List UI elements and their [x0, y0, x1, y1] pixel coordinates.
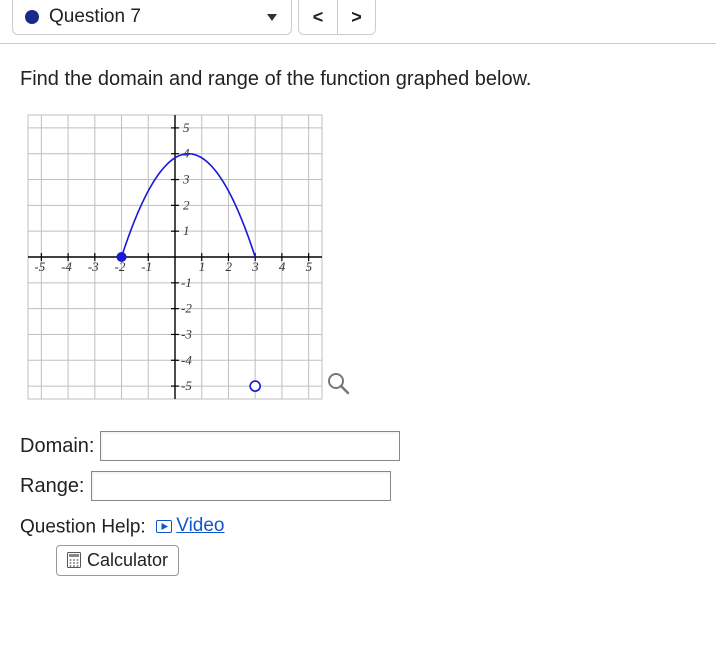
video-label: Video [176, 515, 224, 537]
video-link[interactable]: Video [156, 515, 224, 537]
range-input[interactable] [91, 471, 391, 501]
question-label: Question 7 [49, 6, 141, 28]
svg-text:3: 3 [182, 172, 190, 187]
svg-text:-3: -3 [181, 326, 192, 341]
svg-text:2: 2 [183, 197, 190, 212]
chevron-down-icon [267, 14, 277, 21]
svg-text:1: 1 [199, 259, 206, 274]
svg-text:-1: -1 [141, 259, 152, 274]
svg-text:5: 5 [183, 120, 190, 135]
question-prompt: Find the domain and range of the functio… [20, 68, 696, 91]
calculator-icon [67, 552, 81, 568]
svg-text:-5: -5 [34, 259, 45, 274]
function-graph: -5-4-3-2-112345-5-4-3-2-112345 [20, 107, 696, 413]
domain-input[interactable] [100, 431, 400, 461]
prev-question-button[interactable]: < [299, 0, 337, 34]
domain-label: Domain: [20, 435, 94, 458]
next-question-button[interactable]: > [337, 0, 375, 34]
svg-text:-2: -2 [181, 301, 192, 316]
svg-text:-1: -1 [181, 275, 192, 290]
calculator-label: Calculator [87, 550, 168, 571]
svg-text:2: 2 [225, 259, 232, 274]
status-dot-icon [25, 10, 39, 24]
nav-buttons: < > [298, 0, 376, 35]
svg-text:-4: -4 [61, 259, 72, 274]
range-label: Range: [20, 475, 85, 498]
svg-text:3: 3 [251, 259, 259, 274]
svg-text:-4: -4 [181, 352, 192, 367]
svg-text:1: 1 [183, 223, 190, 238]
help-label: Question Help: [20, 517, 146, 538]
calculator-button[interactable]: Calculator [56, 545, 179, 576]
svg-text:-3: -3 [88, 259, 99, 274]
question-selector[interactable]: Question 7 [12, 0, 292, 35]
svg-text:4: 4 [279, 259, 286, 274]
play-icon [156, 520, 172, 533]
svg-text:5: 5 [306, 259, 313, 274]
svg-text:-5: -5 [181, 378, 192, 393]
